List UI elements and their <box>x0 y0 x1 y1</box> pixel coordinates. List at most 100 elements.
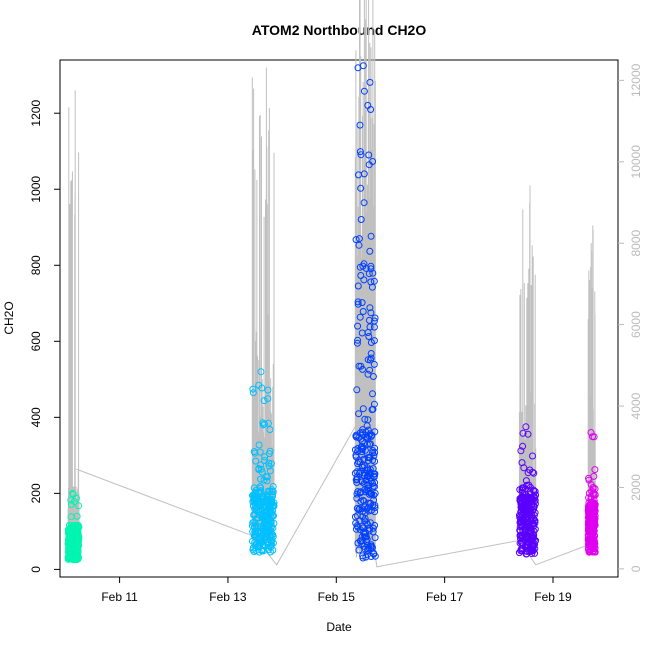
ch2o-point <box>354 322 362 330</box>
ch2o-point <box>363 505 371 513</box>
ch2o-point <box>370 337 378 345</box>
ch2o-point <box>359 308 367 315</box>
ch2o-point <box>517 447 525 455</box>
ch2o-point <box>360 87 368 95</box>
ch2o-point <box>363 433 371 441</box>
ch2o-point <box>251 497 259 504</box>
ch2o-point <box>252 457 260 465</box>
ch2o-point <box>66 535 74 543</box>
ch2o-point <box>367 265 375 273</box>
ch2o-point <box>517 497 524 504</box>
ch2o-point <box>364 426 372 434</box>
ch2o-point <box>266 467 274 475</box>
ch2o-point <box>369 447 377 454</box>
ch2o-point <box>585 510 592 518</box>
ch2o-point <box>251 511 259 519</box>
chart-title: ATOM2 Northbound CH2O <box>252 22 427 38</box>
ch2o-point <box>353 512 361 520</box>
ch2o-point <box>589 545 597 553</box>
ch2o-point <box>531 517 539 524</box>
ch2o-point <box>370 491 378 499</box>
ch2o-point <box>369 405 377 413</box>
ch2o-point <box>521 485 529 493</box>
x-tick-label: Feb 15 <box>318 590 356 604</box>
ch2o-point <box>369 390 376 398</box>
ch2o-point <box>356 313 364 321</box>
ch2o-point <box>69 489 76 497</box>
x-tick-label: Feb 17 <box>426 590 464 604</box>
ch2o-point <box>250 484 258 492</box>
ch2o-point <box>264 419 272 427</box>
ch2o-series <box>64 62 599 564</box>
ch2o-point <box>354 336 362 344</box>
ch2o-point <box>265 450 273 458</box>
ch2o-point <box>371 457 379 465</box>
ch2o-point <box>522 423 530 431</box>
ch2o-point <box>591 544 599 552</box>
ch2o-point <box>269 483 277 490</box>
ch2o-point <box>65 528 72 536</box>
ch2o-point <box>266 526 274 534</box>
ch2o-point <box>354 282 362 290</box>
ch2o-point <box>360 528 367 536</box>
ch2o-point <box>371 428 379 436</box>
ch2o-point <box>520 464 528 472</box>
ch2o-point <box>267 460 275 468</box>
ch2o-point <box>357 477 365 485</box>
ch2o-point <box>370 400 378 408</box>
x-axis-label: Date <box>326 620 352 634</box>
ch2o-point <box>369 269 377 277</box>
ch2o-point <box>355 506 363 513</box>
ch2o-point <box>351 469 359 477</box>
ch2o-point <box>66 525 74 533</box>
ch2o-point <box>257 528 265 536</box>
ch2o-point <box>531 525 539 533</box>
ch2o-point <box>359 405 367 413</box>
ch2o-point <box>516 526 524 534</box>
x-tick-label: Feb 11 <box>101 590 138 604</box>
ch2o-point <box>361 446 369 454</box>
ch2o-point <box>523 525 530 533</box>
ch2o-point <box>250 492 258 500</box>
ch2o-point <box>364 416 372 424</box>
ch2o-point <box>354 444 362 452</box>
ch2o-point <box>359 365 366 373</box>
ch2o-point <box>74 538 81 546</box>
ch2o-point <box>262 473 270 481</box>
ch2o-point <box>69 552 77 560</box>
ch2o-point <box>268 523 276 530</box>
ch2o-point <box>527 508 535 516</box>
ch2o-point <box>70 550 78 558</box>
y-left-tick-label: 800 <box>29 255 43 275</box>
ch2o-point <box>366 304 374 312</box>
ch2o-point <box>516 523 524 531</box>
ch2o-point <box>264 386 272 394</box>
ch2o-point <box>359 513 367 521</box>
ch2o-point <box>370 317 378 325</box>
ch2o-point <box>587 429 595 436</box>
ch2o-point <box>528 545 536 553</box>
ch2o-point <box>365 333 373 340</box>
ch2o-point <box>366 78 374 86</box>
ch2o-point <box>367 432 375 440</box>
ch2o-point <box>525 508 533 516</box>
y-axis-label: CH2O <box>2 301 16 334</box>
ch2o-point <box>253 543 261 551</box>
ch2o-point <box>263 477 271 485</box>
ch2o-point <box>590 491 597 499</box>
ch2o-point <box>371 479 379 487</box>
ch2o-point <box>255 381 263 389</box>
ch2o-point <box>529 468 537 476</box>
ch2o-point <box>527 547 534 555</box>
ch2o-point <box>370 549 378 557</box>
ch2o-point <box>586 505 594 513</box>
ch2o-point <box>531 488 539 495</box>
ch2o-point <box>256 488 264 496</box>
ch2o-point <box>589 433 596 441</box>
ch2o-point <box>359 62 367 70</box>
ch2o-point <box>355 171 362 179</box>
ch2o-point <box>353 504 361 512</box>
ch2o-point <box>269 491 277 498</box>
ch2o-point <box>70 524 78 532</box>
